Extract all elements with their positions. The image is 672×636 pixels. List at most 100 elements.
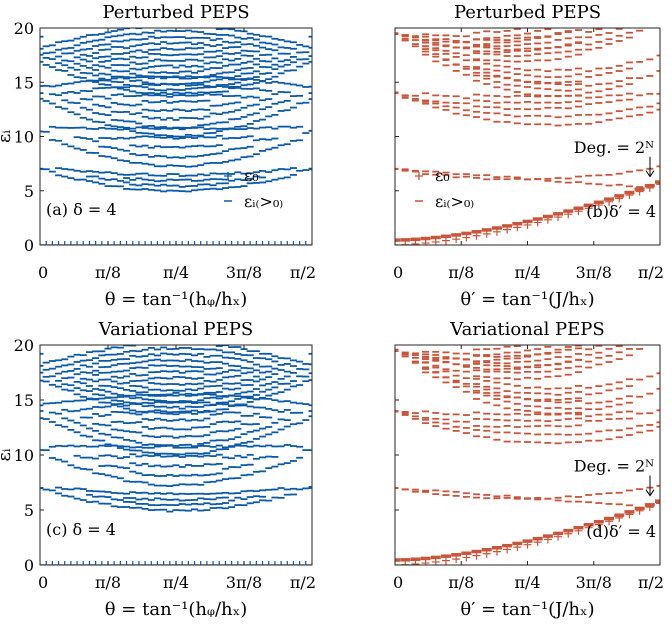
panel-title: Perturbed PEPS xyxy=(102,2,249,23)
ground-state-point xyxy=(625,191,634,200)
y-axis-label: εᵢ xyxy=(0,448,15,461)
x-axis-label: θ′ = tan⁻¹(J/hₓ) xyxy=(460,289,594,310)
x-tick-label: π/2 xyxy=(638,573,664,592)
ground-state-point xyxy=(615,513,624,522)
ground-state-point xyxy=(116,241,125,245)
ground-state-point xyxy=(301,241,310,245)
panel-3: 0 π/8 π/4 3π/8 π/2 0 5 10 15 20 Variational PEPS θ … xyxy=(0,319,316,620)
degeneracy-arrow xyxy=(645,156,655,178)
panel-label: (d)δ′ = 4 xyxy=(586,522,656,541)
ground-state-point xyxy=(462,233,471,242)
ground-state-point xyxy=(227,561,236,565)
x-tick-label: π/4 xyxy=(514,263,540,282)
ground-state-point xyxy=(60,241,69,245)
ground-state-point xyxy=(252,241,261,245)
ground-state-point xyxy=(66,241,75,245)
ground-state-point xyxy=(625,510,634,519)
ground-state-point xyxy=(452,555,461,564)
legend: ε₀ εᵢ₍>₀₎ xyxy=(224,166,283,211)
ground-state-point xyxy=(246,561,255,565)
plot-area xyxy=(395,345,660,565)
ground-state-point xyxy=(141,561,150,565)
legend: ε₀ εᵢ₍>₀₎ xyxy=(415,166,474,211)
y-tick-label: 20 xyxy=(14,336,34,355)
ground-state-point xyxy=(472,551,481,560)
ground-state-point xyxy=(421,559,430,565)
ground-state-point xyxy=(492,547,501,556)
ground-state-point xyxy=(54,241,63,245)
ground-state-point xyxy=(472,231,481,240)
ground-state-point xyxy=(615,194,624,203)
ground-state-point xyxy=(110,241,119,245)
ground-state-point xyxy=(594,201,603,210)
ground-state-point xyxy=(128,561,137,565)
x-axis-label: θ = tan⁻¹(hᵩ/hₓ) xyxy=(105,599,248,620)
x-tick-label: π/4 xyxy=(514,573,540,592)
ground-state-point xyxy=(258,241,267,245)
ground-state-point xyxy=(221,561,230,565)
x-tick-label: 3π/8 xyxy=(226,573,262,592)
ground-state-point xyxy=(605,517,614,526)
x-tick-label: π/4 xyxy=(163,573,189,592)
ground-state-point xyxy=(227,241,236,245)
ground-state-point xyxy=(543,215,552,224)
ground-state-point xyxy=(215,561,224,565)
ground-state-point xyxy=(190,241,199,245)
ground-state-point xyxy=(79,241,88,245)
x-tick-label: π/2 xyxy=(638,263,664,282)
ground-state-point xyxy=(543,535,552,544)
ground-state-point xyxy=(91,241,100,245)
x-tick-label: π/8 xyxy=(95,263,121,282)
ground-state-point xyxy=(492,227,501,236)
legend-label-excited: εᵢ₍>₀₎ xyxy=(244,192,283,211)
x-tick-label: 3π/8 xyxy=(576,263,612,282)
ground-state-point xyxy=(421,239,430,245)
ground-state-point xyxy=(48,561,57,565)
panel-title: Perturbed PEPS xyxy=(454,2,601,23)
legend-label-ground: ε₀ xyxy=(244,166,259,185)
x-tick-label: π/4 xyxy=(163,263,189,282)
ground-state-point xyxy=(645,183,654,192)
ground-state-point xyxy=(411,559,420,565)
x-tick-label: π/8 xyxy=(448,573,474,592)
ground-state-point xyxy=(301,561,310,565)
ground-state-point xyxy=(264,561,273,565)
plot-area xyxy=(395,28,660,245)
ground-state-point xyxy=(533,538,542,547)
ground-state-point xyxy=(202,561,211,565)
ground-state-point xyxy=(233,241,242,245)
ground-state-point xyxy=(252,561,261,565)
x-tick-label: π/8 xyxy=(448,263,474,282)
ground-state-point xyxy=(122,241,131,245)
y-axis-label: εᵢ xyxy=(0,130,15,143)
ground-state-point xyxy=(116,561,125,565)
ground-state-point xyxy=(54,561,63,565)
ground-state-point xyxy=(584,204,593,213)
ground-state-point xyxy=(503,545,512,554)
panel-label: (a) δ = 4 xyxy=(46,200,117,219)
y-tick-label: 20 xyxy=(14,19,34,38)
ground-state-point xyxy=(73,241,82,245)
y-tick-label: 5 xyxy=(24,501,34,520)
plot-area xyxy=(40,345,312,565)
ground-state-point xyxy=(196,241,205,245)
ground-state-point xyxy=(221,241,230,245)
panel-label: (c) δ = 4 xyxy=(46,520,116,539)
ground-state-point xyxy=(209,241,218,245)
panel-1: 0 π/8 π/4 3π/8 π/2 0 5 10 15 20 Perturbed PEPS θ = … xyxy=(0,2,316,310)
ground-state-point xyxy=(513,223,522,232)
panel-4: 0 π/8 π/4 3π/8 π/2 Variational PEPS θ′ = tan⁻¹… xyxy=(393,319,664,620)
ground-state-point xyxy=(533,218,542,227)
ground-state-point xyxy=(482,229,491,238)
ground-state-point xyxy=(66,561,75,565)
ground-state-point xyxy=(184,561,193,565)
ground-state-point xyxy=(289,561,298,565)
ground-state-point xyxy=(153,561,162,565)
ground-state-point xyxy=(141,241,150,245)
ground-state-point xyxy=(462,553,471,562)
ground-state-point xyxy=(209,561,218,565)
ground-state-point xyxy=(134,561,143,565)
ground-state-point xyxy=(584,523,593,532)
ground-state-point xyxy=(277,561,286,565)
ground-state-point xyxy=(42,561,51,565)
